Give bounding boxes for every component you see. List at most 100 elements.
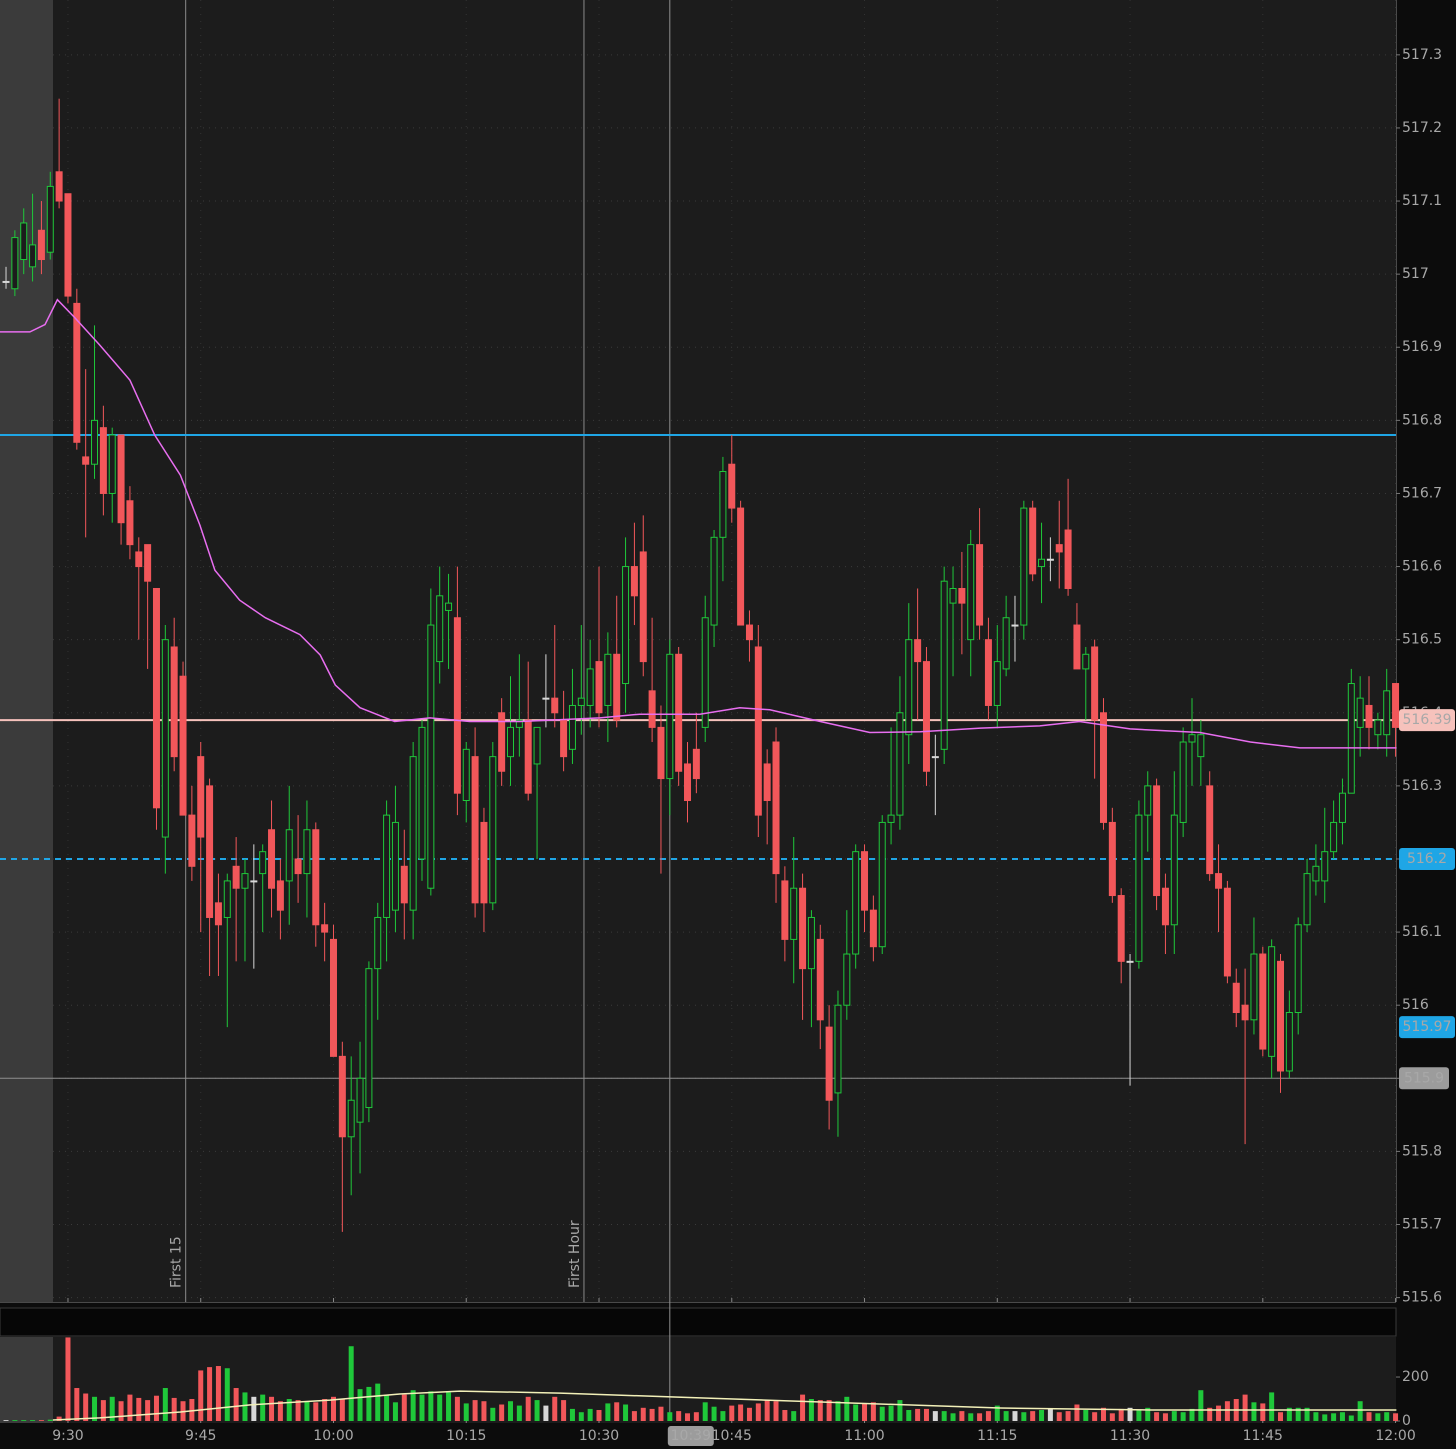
volume-bar [649,1408,655,1421]
volume-bar [844,1396,850,1421]
candle-body [436,595,444,663]
candle-body [498,712,506,772]
candle-body [781,880,789,940]
volume-bar [1136,1410,1142,1421]
y-tick-label: 516.8 [1402,412,1442,428]
candle-body [754,646,762,816]
candle-body [188,814,196,867]
candle-body [347,1099,355,1138]
volume-bar [490,1407,496,1421]
volume-bar [3,1420,9,1421]
volume-tick-label: 200 [1402,1369,1429,1385]
candle-body [887,814,895,823]
y-tick-label: 516.9 [1402,339,1442,355]
candle-body [595,661,603,714]
candle-body [772,741,780,875]
candle-body [799,887,807,970]
candle-body [675,653,683,772]
candle-body [914,639,922,663]
volume-bar [941,1411,947,1421]
candle-body [152,587,160,809]
candle-body [692,748,700,780]
volume-bar [1216,1405,1222,1421]
candle-body [1374,719,1382,736]
volume-bar [481,1401,487,1421]
volume-bar [251,1396,257,1421]
y-tick-label: 516.6 [1402,559,1442,575]
volume-bar [1269,1392,1275,1421]
x-tick-label: 12:00 [1375,1428,1415,1444]
y-tick-label: 517.2 [1402,120,1442,136]
candle-body [1277,960,1285,1072]
volume-bar [1251,1402,1257,1421]
candle-body [1055,544,1063,553]
candle-body [958,587,966,604]
candle-body [1011,624,1019,627]
volume-bar [702,1402,708,1421]
candle-body [64,193,72,297]
candle-body [940,580,948,750]
panel-divider [0,1307,1397,1337]
volume-bar [1348,1415,1354,1421]
volume-bar [534,1400,540,1421]
candle-body [843,953,851,1006]
volume-bar [800,1394,806,1421]
volume-bar [65,1337,71,1421]
candle-body [29,244,37,268]
volume-bar [711,1406,717,1421]
candle-body [445,602,453,611]
candle-body [294,858,302,875]
candle-body [276,880,284,911]
overlay-layer [0,0,1396,1421]
candle-body [604,653,612,706]
volume-bar [304,1401,310,1421]
volume-bar [1207,1407,1213,1421]
candle-body [285,829,293,882]
volume-bar [1171,1411,1177,1421]
volume-bar [853,1404,859,1421]
volume-bar [764,1400,770,1421]
crosshair-time-label: 10:39 [671,1428,711,1444]
candle-body [1312,865,1320,882]
volume-bar [508,1401,514,1421]
volume-bar [100,1400,106,1421]
volume-bar [640,1407,646,1421]
candle-body [719,471,727,538]
candle-body [896,712,904,816]
candle-body [1099,712,1107,823]
crosshair-price-label: 515.9 [1404,1070,1444,1086]
volume-bar [366,1386,372,1421]
candle-body [976,544,984,626]
volume-bar [631,1411,637,1421]
candle-body [931,756,939,759]
volume-bar [817,1400,823,1421]
candle-body [268,829,276,889]
marks-layer [0,98,1400,1421]
candle-body [409,756,417,911]
candle-body [922,661,930,772]
volume-bar [1012,1411,1018,1421]
volume-bar [755,1403,761,1421]
y-tick-label: 516.1 [1402,924,1442,940]
volume-bar [56,1416,62,1421]
candle-body [126,500,134,546]
candle-body [46,185,54,253]
volume-bar [384,1394,390,1421]
x-tick-label: 11:00 [844,1428,884,1444]
volume-bar [1366,1412,1372,1421]
volume-bar [516,1405,522,1421]
volume-bar [915,1408,921,1421]
volume-bar [587,1408,593,1421]
x-tick-label: 11:45 [1243,1428,1283,1444]
y-tick-label: 516.7 [1402,485,1442,501]
volume-bar [720,1411,726,1421]
volume-bar [401,1394,407,1421]
candle-body [1179,741,1187,823]
candle-body [1197,734,1205,758]
volume-bar [330,1396,336,1421]
candle-body [613,653,621,721]
candle-body [542,697,550,700]
volume-bar [561,1400,567,1421]
level-tag [1399,847,1455,870]
candle-body [807,916,815,970]
